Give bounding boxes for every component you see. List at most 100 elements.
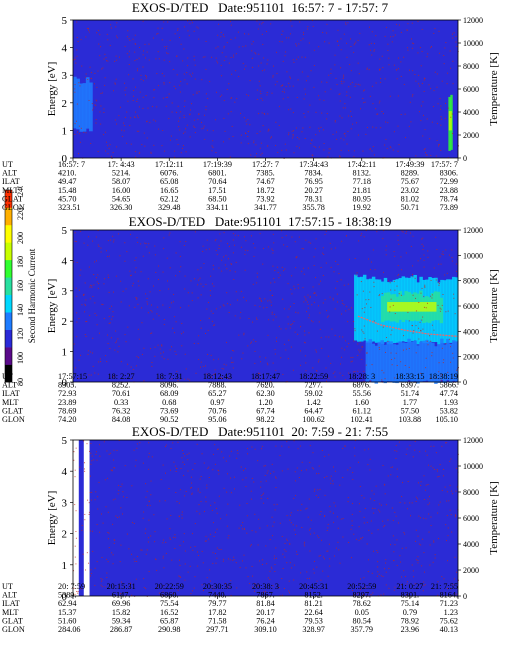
intensity-region	[425, 339, 429, 381]
orbit-cell: 21: 0:27	[396, 582, 423, 591]
orbit-cell: 62.12	[160, 194, 178, 203]
orbit-cell: 0.05	[355, 608, 369, 617]
orbit-cell: 80.95	[353, 194, 371, 203]
orbit-row-label: ILAT	[2, 599, 20, 608]
spectrogram-plot: 5 4 3 2 1 0 12000 10000 8000 6000 4000 2000 0 Energy …	[2, 15, 500, 212]
orbit-cell: 7385.	[256, 169, 274, 178]
intensity-region	[455, 277, 459, 342]
orbit-row-label: GLON	[2, 203, 25, 212]
orbit-cell: 21.81	[353, 186, 371, 195]
orbit-row-label: UT	[2, 582, 13, 591]
orbit-cell: 1.93	[444, 398, 458, 407]
colorbar-tick-label: 160	[16, 280, 25, 292]
orbit-cell: 16:57: 7	[58, 160, 85, 169]
intensity-region	[368, 278, 373, 343]
orbit-cell: 18:12:43	[203, 372, 232, 381]
orbit-cell: 329.48	[158, 203, 181, 212]
orbit-cell: 68.09	[160, 389, 178, 398]
orbit-cell: 6076.	[160, 169, 178, 178]
orbit-cell: 62.30	[256, 389, 274, 398]
intensity-region	[79, 83, 84, 132]
colorbar-band	[5, 277, 12, 296]
orbit-cell: 50.71	[401, 203, 419, 212]
colorbar-band	[5, 347, 12, 365]
orbit-cell: 0.79	[403, 608, 417, 617]
temperature-tick-label: 6000	[463, 302, 479, 311]
orbit-cell: 8306.	[440, 169, 458, 178]
orbit-cell: 70.61	[112, 389, 130, 398]
temperature-tick-label: 2000	[463, 131, 479, 140]
colorbar-band	[5, 364, 12, 383]
spectrogram-plot: 5 4 3 2 1 0 12000 10000 8000 6000 4000 2000 0 Energy …	[2, 435, 500, 634]
orbit-cell: 8164.	[440, 591, 458, 600]
orbit-cell: 78.31	[304, 194, 322, 203]
orbit-cell: 1.77	[403, 398, 417, 407]
orbit-cell: 103.88	[399, 415, 422, 424]
orbit-cell: 79.77	[208, 599, 226, 608]
orbit-cell: 8132.	[353, 169, 371, 178]
orbit-cell: 7867.	[256, 591, 274, 600]
orbit-cell: 7277.	[304, 381, 322, 390]
orbit-row-label: MLT	[2, 608, 19, 617]
orbit-cell: 49.47	[58, 177, 76, 186]
intensity-region	[354, 274, 358, 341]
orbit-cell: 7834.	[304, 169, 322, 178]
orbit-cell: 76.24	[256, 616, 274, 625]
orbit-cell: 76.95	[304, 177, 322, 186]
intensity-region	[359, 276, 364, 342]
orbit-cell: 8096.	[160, 381, 178, 390]
orbit-cell: 20:38: 3	[252, 582, 279, 591]
energy-tick-label: 5	[62, 15, 68, 27]
orbit-cell: 18:17:47	[251, 372, 280, 381]
orbit-cell: 65.27	[208, 389, 226, 398]
orbit-cell: 95.06	[208, 415, 226, 424]
orbit-cell: 18: 7:31	[156, 372, 183, 381]
orbit-row-label: GLAT	[2, 194, 23, 203]
temperature-axis-label: Temperature [K]	[488, 481, 500, 554]
orbit-cell: 65.08	[160, 177, 178, 186]
orbit-row-label: ALT	[2, 169, 17, 178]
data-gap	[83, 440, 90, 596]
orbit-cell: 16.52	[160, 608, 178, 617]
orbit-cell: 105.10	[435, 415, 458, 424]
orbit-cell: 84.08	[112, 415, 130, 424]
orbit-cell: 78.62	[353, 599, 371, 608]
colorbar-tick-label: 200	[16, 232, 25, 244]
intensity-region	[401, 342, 405, 382]
temperature-tick-label: 8000	[463, 277, 479, 286]
orbit-cell: 51.60	[58, 616, 76, 625]
panel-orbit-1: EXOS-D/TED Date:951101 16:57: 7 - 17:57:…	[0, 0, 505, 214]
orbit-cell: 23.96	[401, 625, 419, 634]
orbit-cell: 70.64	[208, 177, 226, 186]
orbit-cell: 90.52	[160, 415, 178, 424]
panel-title: EXOS-D/TED Date:951101 16:57: 7 - 17:57:…	[131, 0, 389, 15]
temperature-tick-label: 0	[463, 592, 467, 601]
intensity-region	[82, 83, 87, 132]
orbit-cell: 58.07	[112, 177, 130, 186]
intensity-region	[407, 338, 411, 381]
intensity-region	[434, 346, 438, 384]
intensity-region	[439, 297, 444, 324]
orbit-cell: 284.06	[58, 625, 81, 634]
colorbar-bands	[4, 189, 13, 383]
intensity-region	[449, 343, 453, 383]
intensity-region	[357, 277, 361, 342]
temperature-axis-label: Temperature [K]	[488, 52, 500, 125]
orbit-cell: 47.74	[440, 389, 458, 398]
energy-tick-label: 4	[62, 43, 68, 55]
orbit-cell: 61.12	[353, 406, 371, 415]
orbit-cell: 78.69	[58, 406, 76, 415]
orbit-cell: 323.51	[58, 203, 81, 212]
orbit-cell: 16.00	[112, 186, 130, 195]
orbit-cell: 4210.	[58, 169, 76, 178]
intensity-region	[76, 78, 80, 130]
orbit-row-label: MLT	[2, 186, 19, 195]
orbit-cell: 77.18	[353, 177, 371, 186]
orbit-cell: 20.27	[304, 186, 322, 195]
colorbar-tick-label: 80	[16, 378, 25, 386]
intensity-region	[455, 341, 459, 382]
energy-tick-label: 4	[62, 466, 68, 478]
orbit-cell: 6147.	[112, 591, 130, 600]
intensity-region	[452, 340, 456, 381]
orbit-cell: 71.58	[208, 616, 226, 625]
